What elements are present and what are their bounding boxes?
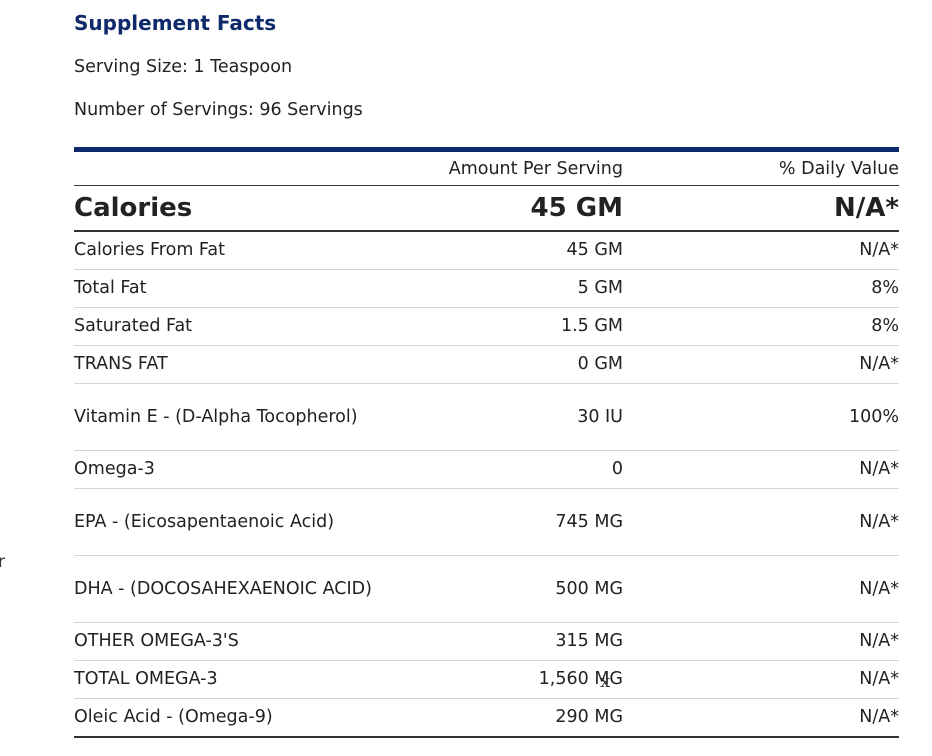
nutrient-amount: 500 MG <box>404 555 623 623</box>
calories-amount: 45 GM <box>404 185 623 232</box>
close-mark-icon[interactable]: x <box>600 671 611 692</box>
nutrient-amount: 1.5 GM <box>404 307 623 346</box>
nutrient-daily-value: 8% <box>623 269 899 308</box>
nutrient-daily-value: 8% <box>623 307 899 346</box>
header-amount: Amount Per Serving <box>404 152 623 186</box>
nutrient-amount: 0 GM <box>404 345 623 384</box>
nutrient-name: TRANS FAT <box>74 345 404 384</box>
nutrient-amount: 0 <box>404 450 623 489</box>
nutrient-daily-value: N/A* <box>623 450 899 489</box>
nutrient-name: OTHER OMEGA-3'S <box>74 622 404 661</box>
nutrient-amount: 1,560 MG <box>404 660 623 699</box>
table-header-row: Amount Per Serving % Daily Value <box>74 152 899 186</box>
calories-label: Calories <box>74 185 404 232</box>
nutrient-name: TOTAL OMEGA-3 <box>74 660 404 699</box>
table-row: DHA - (DOCOSAHEXAENOIC ACID) 500 MG N/A* <box>74 555 899 623</box>
nutrient-name: Oleic Acid - (Omega-9) <box>74 698 404 738</box>
nutrient-name: Vitamin E - (D-Alpha Tocopherol) <box>74 383 404 451</box>
number-of-servings: Number of Servings: 96 Servings <box>74 100 363 120</box>
table-row: Vitamin E - (D-Alpha Tocopherol) 30 IU 1… <box>74 383 899 451</box>
nutrient-daily-value: 100% <box>623 383 899 451</box>
nutrient-name: Omega-3 <box>74 450 404 489</box>
nutrient-daily-value: N/A* <box>623 660 899 699</box>
header-nutrient <box>74 152 404 186</box>
nutrient-name: Saturated Fat <box>74 307 404 346</box>
table-row: Saturated Fat 1.5 GM 8% <box>74 307 899 346</box>
nutrient-daily-value: N/A* <box>623 555 899 623</box>
nutrient-daily-value: N/A* <box>623 345 899 384</box>
nutrient-name: EPA - (Eicosapentaenoic Acid) <box>74 488 404 556</box>
table-row: TOTAL OMEGA-3 1,560 MG N/A* <box>74 660 899 699</box>
nutrient-amount: 5 GM <box>404 269 623 308</box>
page-title: Supplement Facts <box>74 11 277 35</box>
nutrition-table: Amount Per Serving % Daily Value Calorie… <box>74 152 899 738</box>
header-daily-value: % Daily Value <box>623 152 899 186</box>
table-row: EPA - (Eicosapentaenoic Acid) 745 MG N/A… <box>74 488 899 556</box>
table-row: TRANS FAT 0 GM N/A* <box>74 345 899 384</box>
nutrient-daily-value: N/A* <box>623 231 899 270</box>
table-row: Calories From Fat 45 GM N/A* <box>74 231 899 270</box>
nutrient-amount: 745 MG <box>404 488 623 556</box>
calories-row: Calories 45 GM N/A* <box>74 185 899 232</box>
nutrient-daily-value: N/A* <box>623 622 899 661</box>
calories-daily-value: N/A* <box>623 185 899 232</box>
nutrient-name: DHA - (DOCOSAHEXAENOIC ACID) <box>74 555 404 623</box>
supplement-facts-panel: Supplement Facts Serving Size: 1 Teaspoo… <box>74 0 899 738</box>
table-row: OTHER OMEGA-3'S 315 MG N/A* <box>74 622 899 661</box>
table-row: Oleic Acid - (Omega-9) 290 MG N/A* <box>74 698 899 738</box>
nutrient-amount: 30 IU <box>404 383 623 451</box>
nutrient-amount: 315 MG <box>404 622 623 661</box>
nutrient-amount: 290 MG <box>404 698 623 738</box>
table-row: Omega-3 0 N/A* <box>74 450 899 489</box>
table-row: Total Fat 5 GM 8% <box>74 269 899 308</box>
table-top-divider <box>74 147 899 152</box>
nutrient-amount: 45 GM <box>404 231 623 270</box>
nutrient-name: Calories From Fat <box>74 231 404 270</box>
nutrient-daily-value: N/A* <box>623 698 899 738</box>
nutrient-name: Total Fat <box>74 269 404 308</box>
stray-text: r <box>0 552 5 572</box>
nutrient-daily-value: N/A* <box>623 488 899 556</box>
serving-size: Serving Size: 1 Teaspoon <box>74 57 293 77</box>
